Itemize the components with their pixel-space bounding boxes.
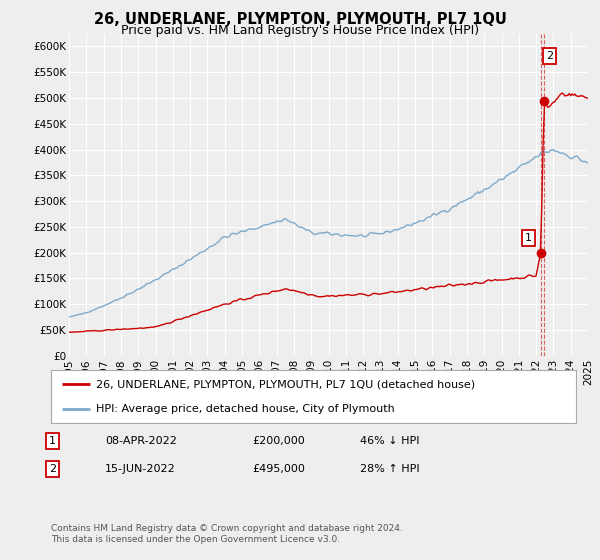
Text: 46% ↓ HPI: 46% ↓ HPI bbox=[360, 436, 419, 446]
Text: 26, UNDERLANE, PLYMPTON, PLYMOUTH, PL7 1QU (detached house): 26, UNDERLANE, PLYMPTON, PLYMOUTH, PL7 1… bbox=[95, 380, 475, 390]
Text: 2: 2 bbox=[545, 51, 553, 61]
Text: 08-APR-2022: 08-APR-2022 bbox=[105, 436, 177, 446]
Text: £495,000: £495,000 bbox=[252, 464, 305, 474]
Text: £200,000: £200,000 bbox=[252, 436, 305, 446]
Text: 26, UNDERLANE, PLYMPTON, PLYMOUTH, PL7 1QU: 26, UNDERLANE, PLYMPTON, PLYMOUTH, PL7 1… bbox=[94, 12, 506, 27]
Text: HPI: Average price, detached house, City of Plymouth: HPI: Average price, detached house, City… bbox=[95, 404, 394, 414]
Text: Price paid vs. HM Land Registry's House Price Index (HPI): Price paid vs. HM Land Registry's House … bbox=[121, 24, 479, 37]
Text: Contains HM Land Registry data © Crown copyright and database right 2024.
This d: Contains HM Land Registry data © Crown c… bbox=[51, 524, 403, 544]
Text: 15-JUN-2022: 15-JUN-2022 bbox=[105, 464, 176, 474]
Text: 28% ↑ HPI: 28% ↑ HPI bbox=[360, 464, 419, 474]
Text: 1: 1 bbox=[525, 233, 532, 243]
Text: 2: 2 bbox=[49, 464, 56, 474]
Text: 1: 1 bbox=[49, 436, 56, 446]
